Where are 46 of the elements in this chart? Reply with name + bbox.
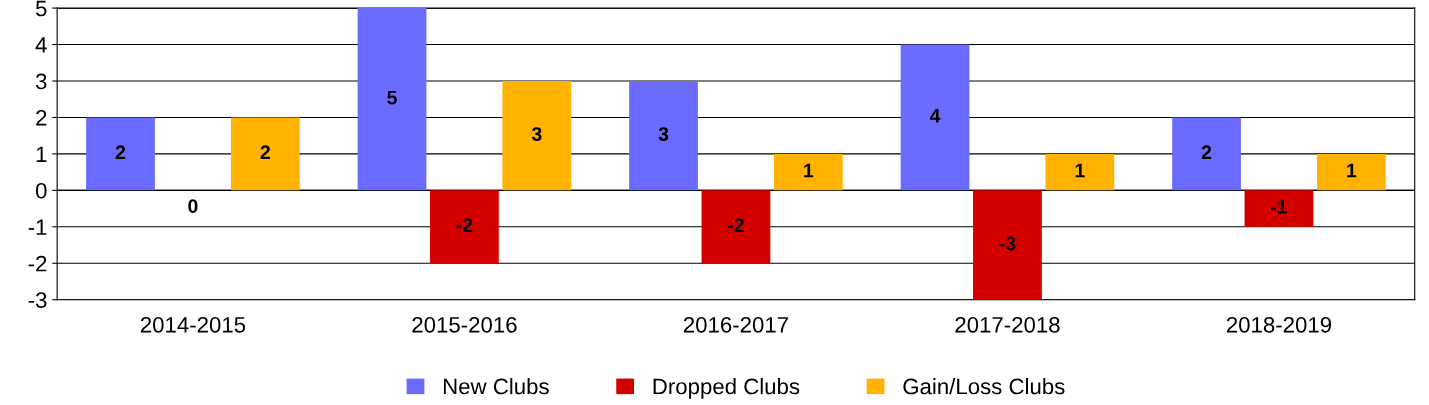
x-tick-label: 2016-2017 bbox=[683, 316, 788, 333]
bar bbox=[1244, 190, 1314, 227]
data-label: 3 bbox=[531, 127, 542, 141]
x-tick-label: 2014-2015 bbox=[140, 316, 246, 333]
y-tick-label: -2 bbox=[28, 255, 47, 272]
data-label: 2 bbox=[115, 145, 126, 159]
bar bbox=[1045, 153, 1115, 191]
y-tick-label: 1 bbox=[36, 146, 47, 162]
data-label: 2 bbox=[260, 145, 270, 159]
x-tick-label: 2015-2016 bbox=[412, 316, 517, 333]
data-label: 1 bbox=[804, 163, 814, 178]
bar bbox=[773, 153, 843, 191]
bar bbox=[357, 8, 427, 191]
bar bbox=[430, 190, 499, 264]
bar bbox=[86, 117, 155, 191]
bar bbox=[900, 44, 970, 191]
data-label: -1 bbox=[1271, 200, 1288, 214]
data-label: 0 bbox=[188, 199, 198, 213]
data-label: 1 bbox=[1075, 163, 1085, 178]
bar bbox=[502, 81, 572, 191]
legend-label: Dropped Clubs bbox=[653, 378, 800, 399]
bar bbox=[701, 190, 771, 264]
y-tick-label: -1 bbox=[28, 219, 47, 235]
data-label: 5 bbox=[387, 90, 397, 105]
bar bbox=[973, 190, 1042, 300]
y-tick-label: 2 bbox=[36, 109, 47, 126]
data-label: -2 bbox=[728, 218, 744, 232]
y-tick-label: -3 bbox=[28, 292, 47, 308]
legend-label: Gain/Loss Clubs bbox=[903, 378, 1065, 395]
data-label: 1 bbox=[1347, 163, 1357, 178]
legend-label: New Clubs bbox=[443, 378, 549, 395]
data-label: 4 bbox=[929, 109, 941, 123]
data-label: 2 bbox=[1201, 145, 1212, 159]
data-label: 3 bbox=[658, 127, 669, 141]
bar bbox=[1316, 153, 1386, 191]
y-tick-label: 3 bbox=[35, 73, 47, 90]
data-label: -2 bbox=[456, 218, 473, 232]
data-label: -3 bbox=[999, 236, 1016, 251]
bar bbox=[629, 81, 698, 191]
bar bbox=[230, 117, 300, 191]
y-tick-label: 4 bbox=[35, 37, 47, 53]
y-tick-label: 5 bbox=[35, 0, 47, 17]
bar bbox=[1172, 117, 1241, 191]
y-tick-label: 0 bbox=[35, 182, 47, 199]
x-tick-label: 2018-2019 bbox=[1226, 316, 1332, 333]
x-tick-label: 2017-2018 bbox=[955, 316, 1060, 333]
